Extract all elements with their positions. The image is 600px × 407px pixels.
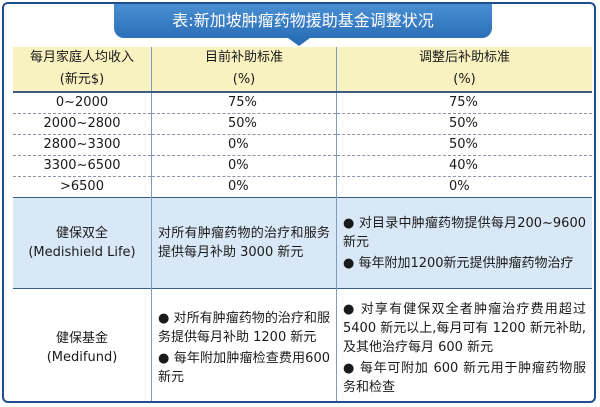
current-cell: 0% bbox=[151, 134, 337, 156]
current-cell: 0% bbox=[151, 176, 337, 198]
adjusted-cell: 50% bbox=[336, 113, 592, 135]
current-cell: 0% bbox=[151, 155, 337, 177]
header-adjusted-unit: (%) bbox=[453, 72, 476, 87]
medifund-adjusted-item: ● 对享有健保双全者肿瘤治疗费用超过 5400 新元以上,每月可有 1200 新… bbox=[343, 301, 586, 355]
current-cell: 50% bbox=[151, 113, 337, 135]
medishield-adjusted-item: ● 对目录中肿瘤药物提供每月200~9600新元 bbox=[343, 215, 586, 250]
medishield-row: 健保双全 (Medishield Life) 对所有肿瘤药物的治疗和服务提供每月… bbox=[13, 197, 592, 289]
header-adjusted: 调整后补助标准 (%) bbox=[336, 47, 592, 92]
income-cell: 3300~6500 bbox=[13, 155, 152, 177]
medishield-adjusted: ● 对目录中肿瘤药物提供每月200~9600新元 ● 每年附加1200新元提供肿… bbox=[336, 197, 592, 289]
table-row: 3300~6500 0% 40% bbox=[13, 155, 592, 177]
medifund-name-cn: 健保基金 bbox=[55, 331, 108, 346]
adjusted-cell: 0% bbox=[336, 176, 592, 198]
income-cell: 0~2000 bbox=[55, 95, 109, 110]
medifund-current: ● 对所有肿瘤药物的治疗和服务提供每月补助 1200 新元 ● 每年附加肿瘤检查… bbox=[151, 288, 337, 401]
medifund-adjusted-item: ● 每年可附加 600 新元用于肿瘤药物服务和检查 bbox=[343, 360, 586, 395]
banner-pointer bbox=[288, 38, 310, 46]
medifund-name-en: (Medifund) bbox=[46, 350, 118, 365]
title-banner: 表:新加坡肿瘤药物援助基金调整状况 bbox=[114, 4, 492, 38]
table-row: 2000~2800 50% 50% bbox=[13, 113, 592, 135]
medishield-adjusted-item: ● 每年附加1200新元提供肿瘤药物治疗 bbox=[343, 255, 574, 271]
header-current-label: 目前补助标准 bbox=[204, 50, 283, 65]
current-cell: 75% bbox=[151, 92, 337, 114]
header-income: 每月家庭人均收入 (新元$) bbox=[13, 47, 152, 92]
table-row: 0~2000 75% 75% bbox=[13, 92, 592, 114]
subsidy-table: 每月家庭人均收入 (新元$) 目前补助标准 (%) 调整后补助标准 (%) 0~… bbox=[13, 47, 592, 402]
income-cell: >6500 bbox=[13, 176, 152, 198]
header-income-unit: (新元$) bbox=[59, 72, 105, 87]
header-adjusted-label: 调整后补助标准 bbox=[418, 50, 510, 65]
table-title: 表:新加坡肿瘤药物援助基金调整状况 bbox=[172, 11, 434, 30]
medifund-current-item: ● 对所有肿瘤药物的治疗和服务提供每月补助 1200 新元 bbox=[158, 311, 330, 345]
header-income-label: 每月家庭人均收入 bbox=[29, 50, 134, 65]
medifund-row: 健保基金 (Medifund) ● 对所有肿瘤药物的治疗和服务提供每月补助 12… bbox=[13, 288, 592, 402]
income-cell: 2800~3300 bbox=[13, 134, 152, 156]
medishield-current: 对所有肿瘤药物的治疗和服务提供每月补助 3000 新元 bbox=[151, 197, 337, 289]
medishield-name: 健保双全 (Medishield Life) bbox=[13, 197, 152, 289]
adjusted-cell: 40% bbox=[336, 155, 592, 177]
medishield-current-text: 对所有肿瘤药物的治疗和服务提供每月补助 3000 新元 bbox=[158, 226, 330, 260]
table-frame: 表:新加坡肿瘤药物援助基金调整状况 每月家庭人均收入 (新元$) 目前补助标准 … bbox=[2, 2, 596, 403]
table-row: 2800~3300 0% 50% bbox=[13, 134, 592, 156]
header-row: 每月家庭人均收入 (新元$) 目前补助标准 (%) 调整后补助标准 (%) bbox=[13, 47, 592, 92]
table-row: >6500 0% 0% bbox=[13, 176, 592, 198]
header-current: 目前补助标准 (%) bbox=[151, 47, 337, 92]
header-current-unit: (%) bbox=[232, 72, 256, 87]
medifund-name: 健保基金 (Medifund) bbox=[13, 289, 152, 402]
medishield-name-en: (Medishield Life) bbox=[28, 245, 136, 260]
medishield-name-cn: 健保双全 bbox=[55, 226, 108, 241]
medifund-adjusted: ● 对享有健保双全者肿瘤治疗费用超过 5400 新元以上,每月可有 1200 新… bbox=[336, 288, 592, 401]
adjusted-cell: 50% bbox=[336, 134, 592, 156]
income-cell: 2000~2800 bbox=[13, 113, 152, 135]
adjusted-cell: 75% bbox=[336, 92, 592, 114]
medifund-current-item: ● 每年附加肿瘤检查费用600新元 bbox=[158, 351, 330, 385]
